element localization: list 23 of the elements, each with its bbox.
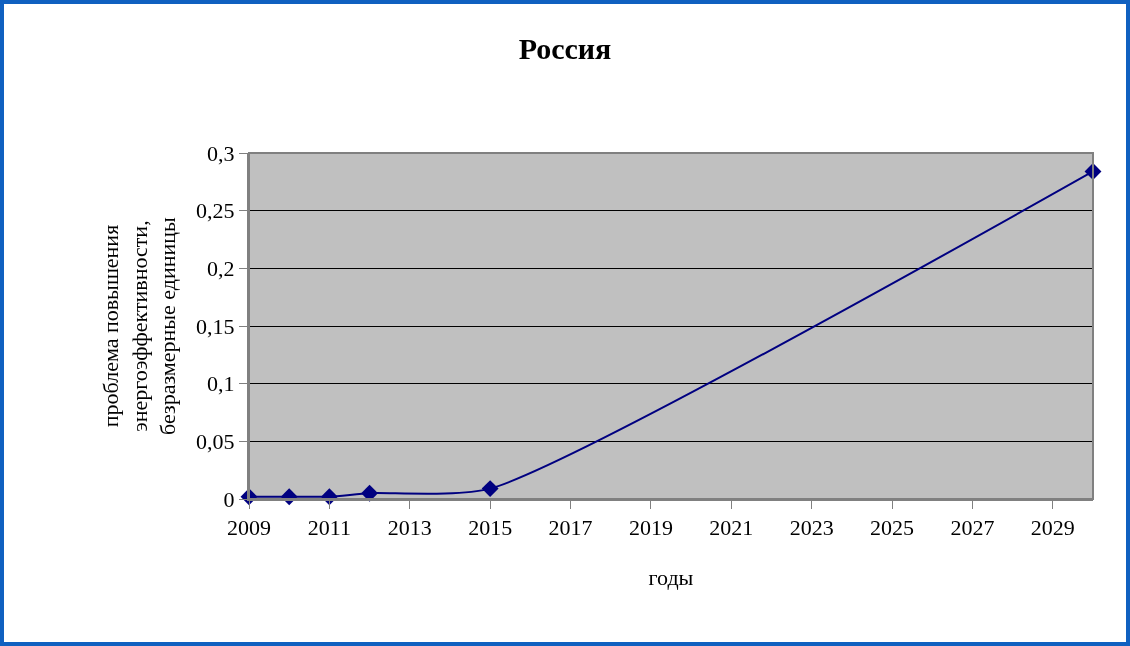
x-tick-label: 2009 [227, 515, 271, 541]
point [481, 480, 499, 498]
x-tick-label: 2015 [468, 515, 513, 541]
point [361, 484, 379, 502]
y-tick-label: 0,2 [207, 256, 235, 282]
x-tick-label: 2025 [870, 515, 915, 541]
x-tick-label: 2013 [387, 515, 432, 541]
x-tick-label: 2017 [548, 515, 593, 541]
x-tick-label: 2027 [950, 515, 995, 541]
x-tick-label: 2023 [789, 515, 834, 541]
y-tick-label: 0 [223, 486, 235, 512]
x-axis-title: годы [648, 564, 694, 590]
y-tick-label: 0,1 [207, 371, 235, 397]
y-tick-label: 0,3 [207, 140, 235, 166]
y-tick-label: 0,25 [196, 198, 235, 224]
x-tick-label: 2029 [1030, 515, 1075, 541]
y-tick-label: 0,15 [196, 313, 235, 339]
x-tick-label: 2021 [709, 515, 754, 541]
x-tick-label: 2019 [628, 515, 673, 541]
y-axis-title: проблема повышения энергоэффективности, безразмерные единицы [98, 216, 181, 435]
x-tick-label: 2011 [307, 515, 351, 541]
chart-title: Россия [518, 32, 612, 66]
y-tick-label: 0,05 [196, 429, 235, 455]
